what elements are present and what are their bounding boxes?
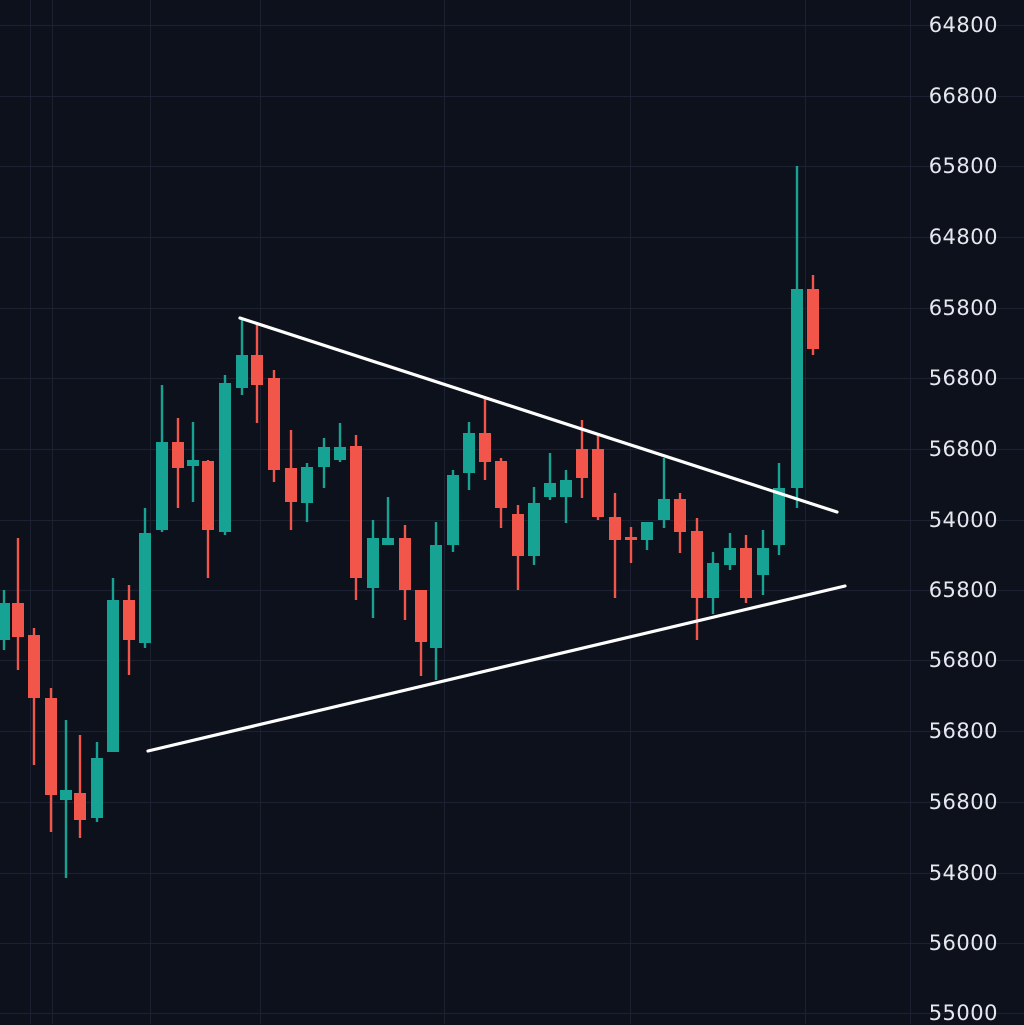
candle-body[interactable] bbox=[415, 590, 427, 642]
candle-body[interactable] bbox=[807, 289, 819, 349]
candle-body[interactable] bbox=[301, 467, 313, 503]
candle-body[interactable] bbox=[544, 483, 556, 497]
candle-body[interactable] bbox=[528, 503, 540, 556]
candle-body[interactable] bbox=[463, 433, 475, 473]
candle-body[interactable] bbox=[658, 499, 670, 520]
candle-body[interactable] bbox=[60, 790, 72, 800]
candle-body[interactable] bbox=[350, 446, 362, 578]
candle-body[interactable] bbox=[123, 600, 135, 640]
candle-body[interactable] bbox=[74, 793, 86, 820]
candle-body[interactable] bbox=[757, 548, 769, 575]
candle-body[interactable] bbox=[107, 600, 119, 752]
lower-support-trendline[interactable] bbox=[146, 584, 847, 753]
candle-body[interactable] bbox=[447, 475, 459, 545]
candle-body[interactable] bbox=[156, 442, 168, 530]
candle-body[interactable] bbox=[172, 442, 184, 468]
candle-body[interactable] bbox=[219, 383, 231, 532]
candle-body[interactable] bbox=[560, 480, 572, 497]
candle-body[interactable] bbox=[139, 533, 151, 643]
candle-body[interactable] bbox=[691, 531, 703, 598]
candle-body[interactable] bbox=[791, 289, 803, 488]
candle-body[interactable] bbox=[479, 433, 491, 462]
candle-body[interactable] bbox=[724, 548, 736, 565]
upper-resistance-trendline[interactable] bbox=[238, 316, 839, 514]
candle-body[interactable] bbox=[707, 563, 719, 598]
candle-body[interactable] bbox=[91, 758, 103, 818]
candle-body[interactable] bbox=[592, 449, 604, 517]
candle-body[interactable] bbox=[399, 538, 411, 590]
candle-body[interactable] bbox=[674, 499, 686, 532]
candle-body[interactable] bbox=[625, 537, 637, 540]
candle-body[interactable] bbox=[430, 545, 442, 648]
candle-body[interactable] bbox=[318, 447, 330, 467]
candle-body[interactable] bbox=[773, 488, 785, 545]
candle-body[interactable] bbox=[740, 548, 752, 598]
candle-body[interactable] bbox=[0, 603, 10, 640]
candle-body[interactable] bbox=[268, 378, 280, 470]
candle-body[interactable] bbox=[382, 538, 394, 545]
candle-body[interactable] bbox=[609, 517, 621, 540]
candle-body[interactable] bbox=[251, 355, 263, 385]
candle-body[interactable] bbox=[285, 468, 297, 502]
candle-body[interactable] bbox=[202, 461, 214, 530]
candle-body[interactable] bbox=[495, 461, 507, 508]
candle-body[interactable] bbox=[334, 447, 346, 460]
candle-body[interactable] bbox=[367, 538, 379, 588]
candle-body[interactable] bbox=[641, 522, 653, 540]
candle-body[interactable] bbox=[12, 603, 24, 637]
candle-body[interactable] bbox=[576, 449, 588, 478]
candle-body[interactable] bbox=[236, 355, 248, 388]
candle-body[interactable] bbox=[512, 514, 524, 556]
candle-body[interactable] bbox=[45, 698, 57, 795]
candle-body[interactable] bbox=[187, 460, 199, 466]
candle-body[interactable] bbox=[28, 635, 40, 698]
